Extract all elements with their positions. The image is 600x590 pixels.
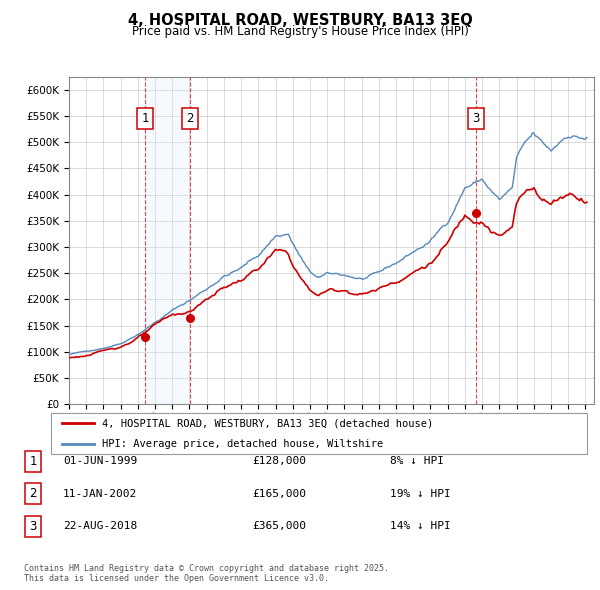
Text: 4, HOSPITAL ROAD, WESTBURY, BA13 3EQ: 4, HOSPITAL ROAD, WESTBURY, BA13 3EQ: [128, 13, 472, 28]
Text: HPI: Average price, detached house, Wiltshire: HPI: Average price, detached house, Wilt…: [103, 438, 383, 448]
Text: Contains HM Land Registry data © Crown copyright and database right 2025.
This d: Contains HM Land Registry data © Crown c…: [24, 563, 389, 583]
FancyBboxPatch shape: [51, 413, 587, 454]
Text: 1: 1: [29, 455, 37, 468]
Text: 4, HOSPITAL ROAD, WESTBURY, BA13 3EQ (detached house): 4, HOSPITAL ROAD, WESTBURY, BA13 3EQ (de…: [103, 418, 434, 428]
Text: £128,000: £128,000: [252, 457, 306, 466]
Bar: [145, 77, 190, 404]
Text: 01-JUN-1999: 01-JUN-1999: [63, 457, 137, 466]
Text: 22-AUG-2018: 22-AUG-2018: [63, 522, 137, 531]
Text: 14% ↓ HPI: 14% ↓ HPI: [390, 522, 451, 531]
Text: 11-JAN-2002: 11-JAN-2002: [63, 489, 137, 499]
Text: £165,000: £165,000: [252, 489, 306, 499]
Text: 1: 1: [142, 112, 149, 125]
Text: 19% ↓ HPI: 19% ↓ HPI: [390, 489, 451, 499]
Text: 2: 2: [29, 487, 37, 500]
Text: 2: 2: [186, 112, 194, 125]
Text: 3: 3: [29, 520, 37, 533]
Text: £365,000: £365,000: [252, 522, 306, 531]
Text: 8% ↓ HPI: 8% ↓ HPI: [390, 457, 444, 466]
Text: 3: 3: [472, 112, 479, 125]
Text: Price paid vs. HM Land Registry's House Price Index (HPI): Price paid vs. HM Land Registry's House …: [131, 25, 469, 38]
